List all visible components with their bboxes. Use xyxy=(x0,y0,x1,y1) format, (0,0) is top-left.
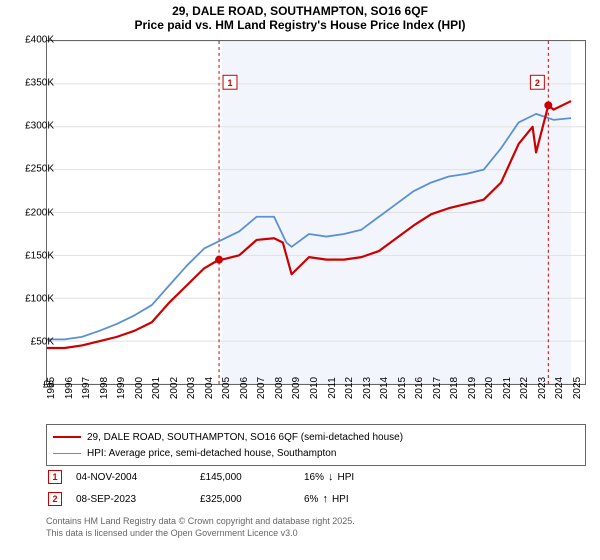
arrow-icon: ↑ xyxy=(322,493,328,505)
y-tick-label: £100K xyxy=(12,293,54,304)
x-tick-label: 2021 xyxy=(502,377,513,399)
table-row: 2 08-SEP-2023 £325,000 6% ↑ HPI xyxy=(46,488,586,510)
y-tick-label: £50K xyxy=(12,336,54,347)
legend-item: 29, DALE ROAD, SOUTHAMPTON, SO16 6QF (se… xyxy=(53,429,579,445)
row-price: £145,000 xyxy=(200,472,290,483)
y-tick-label: £200K xyxy=(12,207,54,218)
legend: 29, DALE ROAD, SOUTHAMPTON, SO16 6QF (se… xyxy=(46,424,586,466)
legend-swatch xyxy=(53,436,81,438)
x-tick-label: 2011 xyxy=(327,377,338,399)
x-tick-label: 2010 xyxy=(309,377,320,399)
x-tick-label: 2012 xyxy=(344,377,355,399)
y-tick-label: £300K xyxy=(12,121,54,132)
transaction-table: 1 04-NOV-2004 £145,000 16% ↓ HPI 2 08-SE… xyxy=(46,466,586,510)
row-marker: 1 xyxy=(48,470,62,484)
x-tick-label: 2025 xyxy=(572,377,583,399)
legend-label: 29, DALE ROAD, SOUTHAMPTON, SO16 6QF (se… xyxy=(87,432,403,443)
y-tick-label: £350K xyxy=(12,78,54,89)
footer-line1: Contains HM Land Registry data © Crown c… xyxy=(46,516,355,528)
table-row: 1 04-NOV-2004 £145,000 16% ↓ HPI xyxy=(46,466,586,488)
x-tick-label: 1998 xyxy=(99,377,110,399)
svg-text:1: 1 xyxy=(228,78,233,88)
x-tick-label: 2022 xyxy=(519,377,530,399)
x-tick-label: 2007 xyxy=(256,377,267,399)
x-tick-label: 2014 xyxy=(379,377,390,399)
row-price: £325,000 xyxy=(200,494,290,505)
chart-title: 29, DALE ROAD, SOUTHAMPTON, SO16 6QF Pri… xyxy=(0,0,600,34)
row-marker: 2 xyxy=(48,492,62,506)
x-tick-label: 2005 xyxy=(221,377,232,399)
row-date: 04-NOV-2004 xyxy=(76,472,186,483)
row-date: 08-SEP-2023 xyxy=(76,494,186,505)
legend-item: HPI: Average price, semi-detached house,… xyxy=(53,445,579,461)
chart-plot-area: 12 xyxy=(46,40,586,385)
x-tick-label: 2008 xyxy=(274,377,285,399)
x-tick-label: 2019 xyxy=(467,377,478,399)
x-tick-label: 2017 xyxy=(432,377,443,399)
x-tick-label: 1997 xyxy=(81,377,92,399)
row-pct: 16% ↓ HPI xyxy=(304,471,404,483)
footer-attribution: Contains HM Land Registry data © Crown c… xyxy=(46,516,355,539)
legend-label: HPI: Average price, semi-detached house,… xyxy=(87,448,336,459)
title-line1: 29, DALE ROAD, SOUTHAMPTON, SO16 6QF xyxy=(0,4,600,18)
x-tick-label: 1999 xyxy=(116,377,127,399)
svg-text:2: 2 xyxy=(535,78,540,88)
x-tick-label: 2016 xyxy=(414,377,425,399)
x-tick-label: 2000 xyxy=(134,377,145,399)
x-tick-label: 2001 xyxy=(151,377,162,399)
x-tick-label: 2002 xyxy=(169,377,180,399)
legend-swatch xyxy=(53,453,81,454)
x-tick-label: 2013 xyxy=(362,377,373,399)
y-tick-label: £150K xyxy=(12,250,54,261)
x-tick-label: 2023 xyxy=(537,377,548,399)
x-tick-label: 2018 xyxy=(449,377,460,399)
x-tick-label: 2009 xyxy=(291,377,302,399)
footer-line2: This data is licensed under the Open Gov… xyxy=(46,528,355,540)
x-tick-label: 2024 xyxy=(554,377,565,399)
x-tick-label: 2020 xyxy=(484,377,495,399)
row-pct: 6% ↑ HPI xyxy=(304,493,404,505)
chart-svg: 12 xyxy=(47,41,585,384)
y-tick-label: £250K xyxy=(12,164,54,175)
x-tick-label: 1996 xyxy=(64,377,75,399)
x-tick-label: 2006 xyxy=(239,377,250,399)
arrow-icon: ↓ xyxy=(328,471,334,483)
x-tick-label: 2004 xyxy=(204,377,215,399)
x-tick-label: 2003 xyxy=(186,377,197,399)
title-line2: Price paid vs. HM Land Registry's House … xyxy=(0,18,600,32)
x-tick-label: 2015 xyxy=(397,377,408,399)
y-tick-label: £400K xyxy=(12,35,54,46)
x-tick-label: 1995 xyxy=(46,377,57,399)
